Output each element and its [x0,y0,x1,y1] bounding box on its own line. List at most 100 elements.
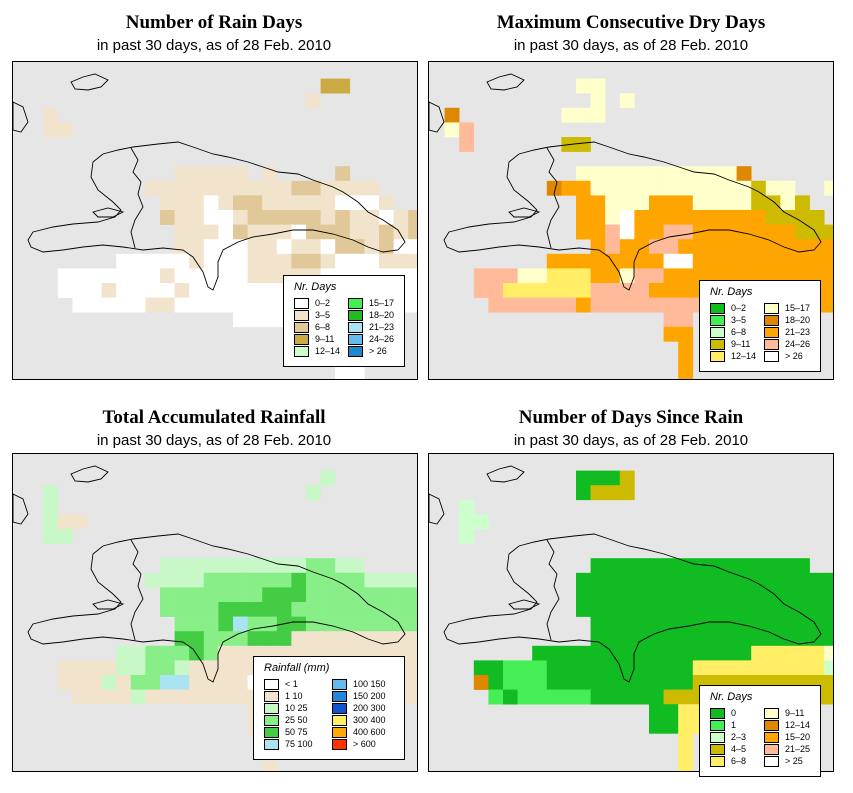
grid-cell [203,587,219,603]
panel-title: Number of Rain Days [125,12,303,33]
grid-cell [203,210,219,225]
grid-cell [43,485,59,501]
grid-cell [262,283,278,298]
grid-cell [649,704,664,720]
grid-cell [824,631,833,647]
grid-cell [233,253,248,269]
grid-cell [576,689,591,705]
grid-cell [379,210,394,225]
grid-cell [262,239,278,255]
grid-cell [649,253,664,269]
grid-cell [605,283,621,298]
grid-cell [189,224,205,240]
legend-swatch [332,727,347,738]
grid-cell [335,631,351,647]
grid-cell [306,602,321,617]
grid-cell [174,602,190,617]
grid-cell [605,268,621,284]
grid-cell [335,180,351,196]
grid-cell [189,689,205,705]
grid-cell [619,253,635,269]
grid-cell [751,660,767,676]
grid-cell [218,253,234,269]
grid-cell [379,572,394,588]
grid-cell [247,602,263,617]
grid-cell [130,645,146,661]
grid-cell [87,268,102,284]
legend-swatch [264,691,279,702]
legend-label: 75 100 [285,739,313,749]
grid-cell [678,326,694,342]
legend-swatch [710,720,725,731]
border-line [130,147,144,249]
grid-cell [619,470,635,486]
grid-cell [736,166,752,182]
grid-cell [824,587,833,603]
grid-cell [160,689,175,705]
grid-cell [233,616,248,632]
grid-cell [765,224,781,240]
grid-cell [145,180,161,196]
grid-cell [546,268,562,284]
grid-cell [233,210,248,225]
grid-cell [692,572,708,588]
grid-cell [247,283,263,298]
grid-cell [576,572,591,588]
grid-cell [291,180,307,196]
grid-cell [320,78,336,94]
grid-cell [116,253,132,269]
legend-swatch [764,303,779,314]
grid-cell [722,631,737,647]
grid-cell [335,370,351,379]
grid-cell [590,224,606,240]
grid-cell [72,675,88,690]
grid-cell [247,268,263,284]
grid-cell [262,602,278,617]
grid-cell [393,587,409,603]
grid-cell [576,470,591,486]
grid-cell [379,602,394,617]
grid-cell [276,239,292,255]
gonave-outline [508,599,541,610]
grid-cell [262,195,278,211]
grid-cell [379,587,394,603]
grid-cell [780,558,796,574]
grid-cell [262,166,278,182]
grid-cell [576,268,591,284]
grid-cell [203,645,219,661]
grid-cell [576,137,591,152]
grid-cell [576,283,591,298]
grid-cell [116,283,132,298]
legend-swatch [764,756,779,767]
grid-cell [174,572,190,588]
grid-cell [590,195,606,211]
legend-swatch [764,732,779,743]
grid-cell [605,470,621,486]
grid-cell [590,602,606,617]
panel-subtitle: in past 30 days, as of 28 Feb. 2010 [96,37,332,54]
grid-cell [459,122,475,138]
grid-cell [233,602,248,617]
grid-cell [532,283,548,298]
grid-cell [218,180,234,196]
grid-cell [349,558,365,574]
panel-subtitle: in past 30 days, as of 28 Feb. 2010 [96,432,332,449]
grid-cell [364,587,380,603]
grid-cell [634,224,650,240]
grid-cell [809,224,825,240]
grid-cell [488,283,504,298]
grid-cell [233,689,248,705]
grid-cell [765,210,781,225]
grid-cell [692,268,708,284]
grid-cell [707,180,723,196]
grid-cell [809,616,825,632]
legend-swatch [348,310,363,321]
legend-swatch [710,315,725,326]
inagua-outline [486,465,525,483]
grid-cell [722,587,737,603]
grid-cell [678,166,694,182]
grid-cell [780,253,796,269]
grid-cell [379,195,394,211]
grid-cell [349,370,365,379]
grid-cell [203,675,219,690]
